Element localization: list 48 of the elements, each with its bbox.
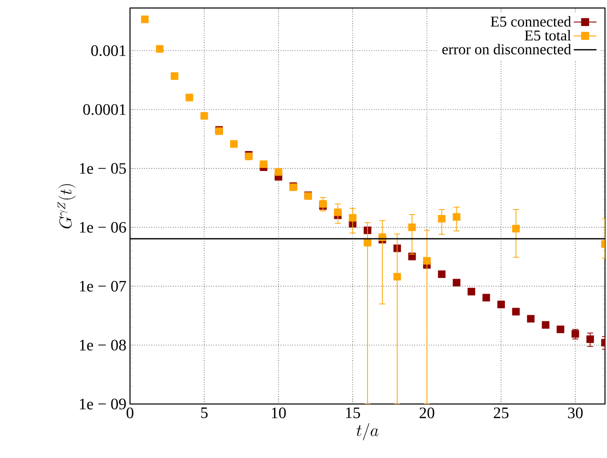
point bbox=[274, 168, 282, 176]
x-tick-label: 10 bbox=[272, 408, 286, 418]
point bbox=[260, 160, 268, 168]
point bbox=[156, 45, 164, 53]
point bbox=[408, 224, 416, 232]
point bbox=[348, 214, 356, 222]
legend-label: E5 connected bbox=[490, 16, 572, 27]
point bbox=[393, 272, 401, 280]
point bbox=[141, 16, 149, 24]
point bbox=[393, 244, 401, 252]
point bbox=[438, 270, 446, 278]
y-tick-label: 0.001 bbox=[91, 45, 126, 56]
point bbox=[512, 308, 520, 316]
point bbox=[556, 326, 564, 334]
point bbox=[527, 314, 535, 323]
point bbox=[452, 278, 460, 286]
x-tick-label: 0 bbox=[126, 408, 134, 418]
y-axis-title: $G^{\gamma Z}(t)$ bbox=[58, 184, 76, 228]
x-tick-label: 25 bbox=[494, 408, 508, 418]
point bbox=[497, 300, 505, 308]
point bbox=[586, 335, 594, 343]
x-tick-label: 20 bbox=[420, 408, 434, 418]
y-tick-label: 1e − 05 bbox=[80, 163, 126, 174]
y-tick-label: 1e − 07 bbox=[80, 280, 126, 292]
y-tick-label: 1e − 09 bbox=[80, 398, 126, 410]
point bbox=[423, 257, 431, 265]
y-tick-label: 0.0001 bbox=[83, 104, 126, 115]
x-tick-label: 30 bbox=[568, 408, 583, 418]
x-tick-label: 15 bbox=[346, 408, 360, 418]
y-tick-label: 1e − 08 bbox=[80, 340, 126, 350]
point bbox=[200, 112, 208, 120]
y-tick-label: 1e − 06 bbox=[80, 222, 126, 233]
x-tick-label: 5 bbox=[201, 408, 208, 418]
x-axis-title: $t/a$ bbox=[356, 423, 378, 440]
point bbox=[542, 321, 550, 329]
point bbox=[186, 94, 194, 102]
legend-label: error on disconnected bbox=[442, 44, 572, 54]
point bbox=[482, 294, 490, 302]
point bbox=[468, 288, 476, 296]
point bbox=[170, 72, 178, 80]
point bbox=[364, 238, 372, 246]
point bbox=[334, 208, 342, 216]
point bbox=[230, 140, 238, 148]
point bbox=[512, 224, 520, 232]
point bbox=[438, 214, 446, 222]
point bbox=[408, 252, 416, 260]
legend-label: E5 total bbox=[524, 30, 571, 40]
point bbox=[452, 213, 460, 221]
